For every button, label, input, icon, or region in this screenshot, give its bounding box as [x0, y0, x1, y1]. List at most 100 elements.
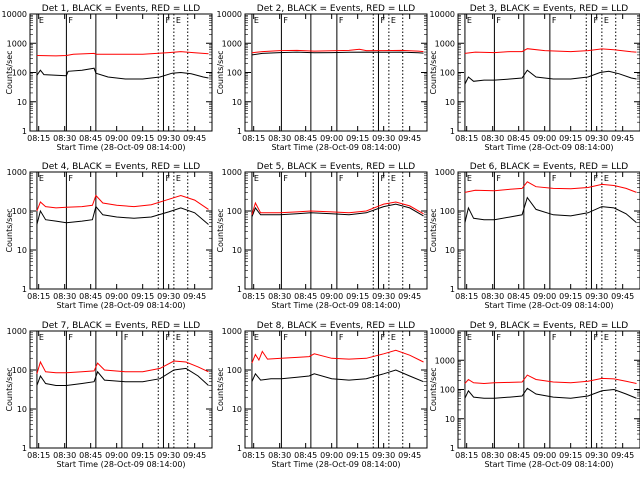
event-marker-label: F	[68, 16, 73, 25]
x-tick-label: 09:00	[320, 451, 343, 460]
x-axis-label: Start Time (28-Oct-09 08:14:00)	[56, 143, 185, 152]
x-tick-label: 08:30	[53, 134, 76, 143]
x-tick-label: 09:30	[585, 451, 608, 460]
x-tick-label: 09:30	[585, 292, 608, 301]
x-tick-label: 09:15	[131, 134, 154, 143]
event-marker-label: F	[552, 174, 557, 183]
chart-title: Det 2, BLACK = Events, RED = LLD	[257, 4, 416, 14]
x-tick-label: 09:15	[131, 451, 154, 460]
x-tick-label: 09:45	[611, 292, 634, 301]
x-tick-label: 09:15	[346, 451, 369, 460]
x-tick-label: 08:45	[507, 451, 530, 460]
series-line-events	[36, 367, 209, 386]
series-line-events	[36, 67, 209, 80]
x-tick-label: 09:15	[559, 451, 582, 460]
y-tick-label: 1000	[7, 39, 27, 48]
chart-title: Det 5, BLACK = Events, RED = LLD	[257, 162, 416, 172]
event-marker-label: F	[339, 16, 344, 25]
x-tick-label: 08:15	[27, 292, 50, 301]
x-tick-label: 09:45	[611, 134, 634, 143]
x-tick-label: 09:00	[320, 292, 343, 301]
y-tick-label: 1	[22, 285, 27, 294]
plot-frame	[244, 13, 428, 132]
event-marker-label: F	[380, 174, 385, 183]
x-tick-label: 08:30	[53, 451, 76, 460]
x-axis-label: Start Time (28-Oct-09 08:14:00)	[484, 301, 613, 310]
x-tick-label: 08:15	[455, 451, 478, 460]
chart-title: Det 3, BLACK = Events, RED = LLD	[470, 4, 629, 14]
event-marker-label: F	[165, 174, 170, 183]
event-marker-label: E	[391, 16, 396, 25]
y-tick-label: 10	[232, 405, 242, 414]
y-tick-label: 100	[12, 366, 27, 375]
x-tick-label: 09:00	[105, 451, 128, 460]
y-tick-label: 10000	[430, 10, 455, 19]
y-tick-label: 1	[450, 285, 455, 294]
y-axis-label: Counts/sec	[429, 208, 438, 252]
event-marker-label: E	[467, 174, 472, 183]
x-tick-label: 08:15	[455, 292, 478, 301]
event-marker-label: F	[552, 16, 557, 25]
chart-title: Det 6, BLACK = Events, RED = LLD	[470, 162, 629, 172]
event-marker-label: E	[39, 174, 44, 183]
event-marker-label: F	[68, 333, 73, 342]
plot-frame	[457, 171, 640, 290]
y-tick-label: 1000	[7, 327, 27, 336]
plot-frame	[29, 171, 213, 290]
plot-frame	[244, 171, 428, 290]
x-tick-label: 09:45	[183, 451, 206, 460]
series-line-events	[251, 203, 424, 218]
x-tick-label: 09:30	[372, 451, 395, 460]
series-line-lld	[464, 181, 637, 193]
x-tick-label: 08:45	[79, 292, 102, 301]
series-line-lld	[464, 48, 637, 54]
series-line-lld	[251, 349, 424, 364]
event-marker-label: F	[165, 333, 170, 342]
event-marker-label: F	[496, 174, 501, 183]
x-tick-label: 08:30	[268, 292, 291, 301]
y-tick-label: 100	[440, 386, 455, 395]
x-tick-label: 08:15	[242, 451, 265, 460]
y-tick-label: 1000	[435, 356, 455, 365]
y-tick-label: 1	[22, 127, 27, 136]
y-tick-label: 1	[237, 285, 242, 294]
x-tick-label: 08:15	[455, 134, 478, 143]
x-tick-label: 09:15	[559, 134, 582, 143]
x-tick-label: 08:30	[481, 292, 504, 301]
y-tick-label: 10000	[2, 10, 27, 19]
series-line-events	[464, 196, 637, 224]
x-tick-label: 08:15	[27, 451, 50, 460]
x-axis-label: Start Time (28-Oct-09 08:14:00)	[484, 460, 613, 469]
event-marker-label: E	[176, 333, 181, 342]
chart-title: Det 8, BLACK = Events, RED = LLD	[257, 321, 416, 331]
event-marker-label: F	[165, 16, 170, 25]
event-marker-label: F	[593, 174, 598, 183]
event-marker-label: E	[467, 16, 472, 25]
event-marker-label: F	[593, 16, 598, 25]
x-tick-label: 09:30	[157, 134, 180, 143]
event-marker-label: F	[496, 16, 501, 25]
chart-title: Det 1, BLACK = Events, RED = LLD	[42, 4, 201, 14]
y-tick-label: 10	[445, 98, 455, 107]
y-tick-label: 10	[17, 405, 27, 414]
x-tick-label: 08:45	[507, 134, 530, 143]
series-line-events	[251, 369, 424, 383]
event-marker-label: E	[39, 16, 44, 25]
y-tick-label: 1000	[222, 327, 242, 336]
x-tick-label: 08:30	[268, 451, 291, 460]
x-tick-label: 08:15	[242, 134, 265, 143]
y-tick-label: 1000	[222, 39, 242, 48]
event-marker-label: E	[391, 333, 396, 342]
y-tick-label: 100	[440, 207, 455, 216]
x-tick-label: 09:15	[131, 292, 154, 301]
event-marker-label: F	[380, 16, 385, 25]
y-axis-label: Counts/sec	[5, 50, 14, 94]
y-tick-label: 1000	[435, 39, 455, 48]
x-axis-label: Start Time (28-Oct-09 08:14:00)	[56, 460, 185, 469]
event-marker-label: F	[68, 174, 73, 183]
y-tick-label: 1	[22, 444, 27, 453]
y-tick-label: 1	[450, 127, 455, 136]
x-tick-label: 08:45	[294, 292, 317, 301]
x-tick-label: 09:45	[183, 134, 206, 143]
y-tick-label: 10	[445, 246, 455, 255]
